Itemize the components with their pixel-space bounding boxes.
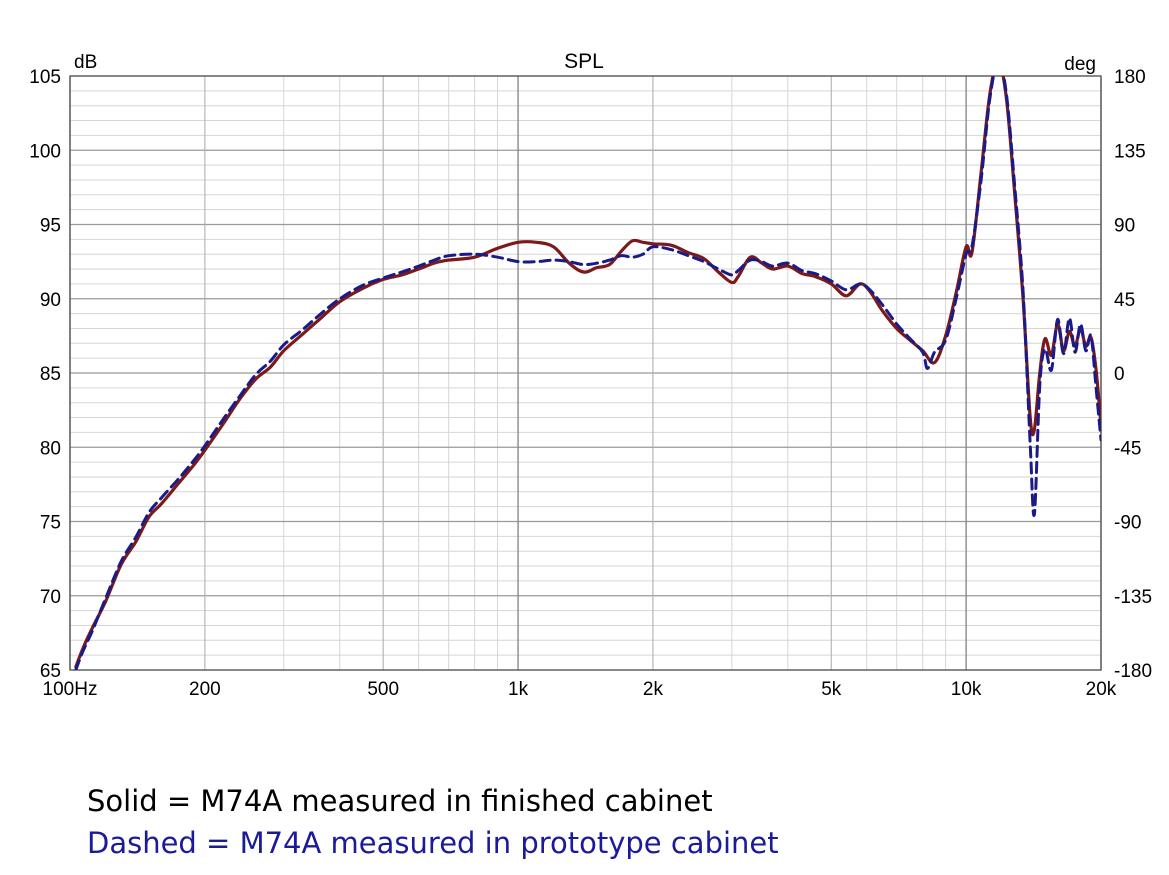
y-left-tick-label: 85 — [40, 364, 61, 385]
x-tick-label: 10k — [951, 679, 982, 700]
x-tick-label: 500 — [367, 679, 399, 700]
y-right-tick-label: 180 — [1114, 67, 1146, 88]
x-tick-label: 1k — [508, 679, 529, 700]
series-group — [74, 76, 1101, 670]
y-right-tick-label: -135 — [1114, 587, 1152, 608]
x-tick-label: 5k — [821, 679, 842, 700]
x-tick-label: 100Hz — [43, 679, 98, 700]
y-left-tick-label: 70 — [40, 587, 61, 608]
solid-legend-caption: Solid = M74A measured in finished cabine… — [87, 784, 713, 818]
y-left-tick-label: 105 — [29, 67, 61, 88]
y-right-tick-label: 45 — [1114, 290, 1135, 311]
y-left-tick-label: 75 — [40, 513, 61, 534]
y-right-tick-label: -90 — [1114, 513, 1141, 534]
series-line-dashed — [74, 76, 1101, 670]
tick-labels: 100Hz 200 500 1k 2k 5k 10k 20k 105 100 95 90 85 80 75 7… — [29, 67, 1152, 700]
y-left-unit: dB — [74, 52, 97, 73]
y-left-tick-label: 95 — [40, 216, 61, 237]
y-right-tick-label: -180 — [1114, 661, 1152, 682]
y-right-unit: deg — [1064, 54, 1096, 75]
chart-title: SPL — [564, 50, 604, 73]
x-tick-label: 20k — [1086, 679, 1117, 700]
y-left-tick-label: 80 — [40, 438, 61, 459]
y-left-tick-label: 65 — [40, 661, 61, 682]
y-right-tick-label: 135 — [1114, 141, 1146, 162]
grid — [69, 75, 1102, 671]
x-tick-label: 200 — [189, 679, 221, 700]
y-right-tick-label: 90 — [1114, 216, 1135, 237]
dashed-legend-caption: Dashed = M74A measured in prototype cabi… — [87, 826, 779, 860]
x-tick-label: 2k — [643, 679, 664, 700]
y-right-tick-label: -45 — [1114, 438, 1141, 459]
y-left-tick-label: 100 — [29, 141, 61, 162]
y-left-tick-label: 90 — [40, 290, 61, 311]
y-right-tick-label: 0 — [1114, 364, 1125, 385]
plot-frame — [69, 75, 1102, 671]
